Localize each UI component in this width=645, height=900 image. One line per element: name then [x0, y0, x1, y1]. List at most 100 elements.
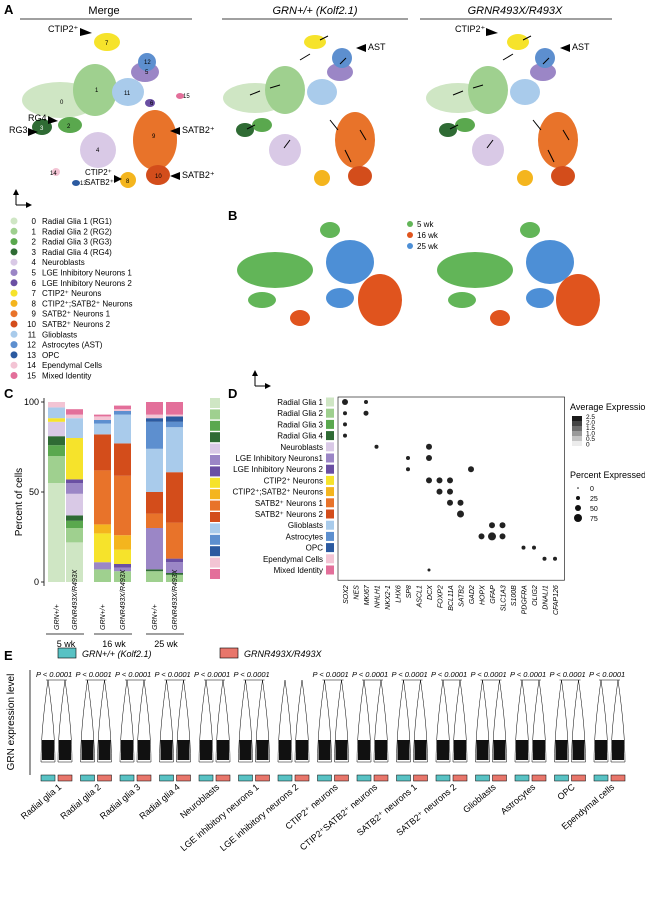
dot	[343, 422, 347, 427]
timepoint-label: 5 wk	[57, 639, 76, 649]
bar-genotype-label: GRN+/+	[54, 604, 61, 630]
legend-dot-cluster-8	[10, 299, 18, 307]
dot-row-label: SATB2⁺ Neurons 1	[255, 499, 324, 508]
row-color-chip	[326, 408, 334, 418]
point-cloud	[217, 740, 229, 760]
bar-segment	[66, 528, 83, 543]
legend-dot-cluster-2	[10, 238, 18, 246]
bar-segment	[114, 405, 131, 410]
point-cloud	[358, 740, 370, 760]
bar-segment	[166, 562, 183, 573]
genotype-chip-mut	[255, 774, 270, 782]
dot	[427, 568, 431, 572]
bar-segment	[48, 407, 65, 419]
cluster-2	[58, 117, 82, 133]
dot-plot-frame	[337, 396, 565, 581]
dot-row-label: LGE Inhibitory Neurons 2	[233, 465, 323, 474]
panel-d-letter: D	[228, 386, 237, 401]
legend-number: 7	[32, 289, 37, 298]
bar-segment	[66, 483, 83, 494]
cluster-12	[138, 53, 156, 71]
avg-tick-label: 0	[586, 442, 590, 449]
y-tick-label: 100	[24, 397, 39, 407]
cluster-number: 5	[145, 70, 149, 76]
point-cloud	[59, 740, 71, 760]
cluster-1	[73, 64, 117, 116]
dot	[436, 488, 443, 495]
avg-title: Average Expression	[570, 402, 645, 412]
cluster-number: 13	[80, 181, 87, 187]
panel-e-letter: E	[4, 648, 13, 663]
bar-segment	[114, 564, 131, 568]
dot-row-label: Radial Glia 2	[277, 409, 323, 418]
gene-label: SATB2	[459, 585, 466, 607]
point-cloud	[414, 740, 427, 760]
arrowhead-icon	[48, 116, 58, 124]
point-cloud	[454, 740, 466, 760]
point-cloud	[516, 740, 528, 760]
genotype-chip-mut	[334, 774, 349, 782]
bar-genotype-label: GRNR493X/R493X	[172, 569, 179, 630]
genotype-chip-mut	[373, 774, 389, 782]
gene-label: PDGFRA	[522, 585, 529, 615]
strip-cell-6	[210, 466, 220, 477]
cluster-number: 2	[67, 124, 71, 130]
strip-cell-4	[210, 443, 220, 454]
dot	[542, 556, 547, 561]
legend-dot-cluster-9	[10, 310, 18, 318]
bar-segment	[66, 414, 83, 419]
panel-a-title-mut: GRNR493X/R493X	[468, 5, 563, 17]
cluster-number: 3	[40, 126, 44, 132]
dot	[364, 400, 368, 404]
legend-dot-cluster-14	[10, 361, 18, 369]
bar-genotype-label: GRN+/+	[100, 604, 107, 630]
arrowhead-icon	[170, 127, 180, 135]
genotype-chip-mut	[215, 774, 231, 782]
legend-label-cluster-14: Ependymal Cells	[42, 361, 102, 370]
legend-swatch-mut	[219, 647, 239, 659]
legend-label-cluster-8: CTIP2⁺;SATB2⁺ Neurons	[42, 299, 133, 308]
point-cloud	[572, 740, 585, 760]
cluster-number: 11	[124, 91, 131, 97]
legend-label-cluster-12: Astrocytes (AST)	[42, 341, 103, 350]
pct-ticks: 0 25 50 75	[574, 486, 598, 523]
legend-dot-cluster-13	[10, 351, 18, 359]
dot	[499, 522, 506, 529]
genotype-chip-mut	[452, 774, 468, 782]
panel-b-letter: B	[228, 208, 237, 223]
group-label: Astrocytes	[499, 782, 538, 817]
pct-expressed-legend: Percent Expressed 0 25 50 75	[570, 470, 645, 523]
bar-segment	[166, 573, 183, 575]
row-color-chip	[326, 464, 334, 474]
cluster-number: 9	[152, 134, 156, 140]
dot	[374, 444, 379, 449]
bar-segment	[114, 549, 131, 564]
legend-label-25wk: 25 wk	[417, 242, 439, 251]
dot-plot: Radial Glia 1 Radial Glia 2 Radial Glia 3 R…	[232, 396, 565, 615]
group-label: CTIP2⁺SATB2⁺ neurons	[298, 782, 380, 853]
group-label: OPC	[555, 782, 577, 803]
legend-number: 0	[32, 217, 37, 226]
cluster-3	[32, 119, 52, 135]
row-color-chip	[326, 442, 334, 452]
legend-number: 14	[27, 361, 36, 370]
cluster-number: 15	[183, 94, 190, 100]
bar-segment	[146, 414, 163, 419]
genotype-chip-wt	[277, 774, 293, 782]
dot-row-label: OPC	[306, 544, 324, 553]
genotype-chip-wt	[396, 774, 411, 782]
group-label: Radial glia 1	[19, 782, 63, 821]
pct-tick-label: 50	[590, 506, 598, 513]
bar-segment	[114, 535, 131, 550]
cluster-number: 7	[105, 41, 109, 47]
panel-a-title-merge: Merge	[88, 5, 119, 17]
genotype-chip-mut	[294, 774, 310, 782]
strip-cell-5	[210, 455, 220, 465]
row-color-chip	[326, 531, 334, 541]
cluster-11	[112, 78, 144, 106]
bar-segment	[146, 513, 163, 528]
dot	[457, 499, 464, 506]
label-ctip2-satb2: CTIP2⁺	[85, 168, 112, 177]
row-color-chip	[326, 475, 334, 485]
pct-title: Percent Expressed	[570, 470, 645, 480]
